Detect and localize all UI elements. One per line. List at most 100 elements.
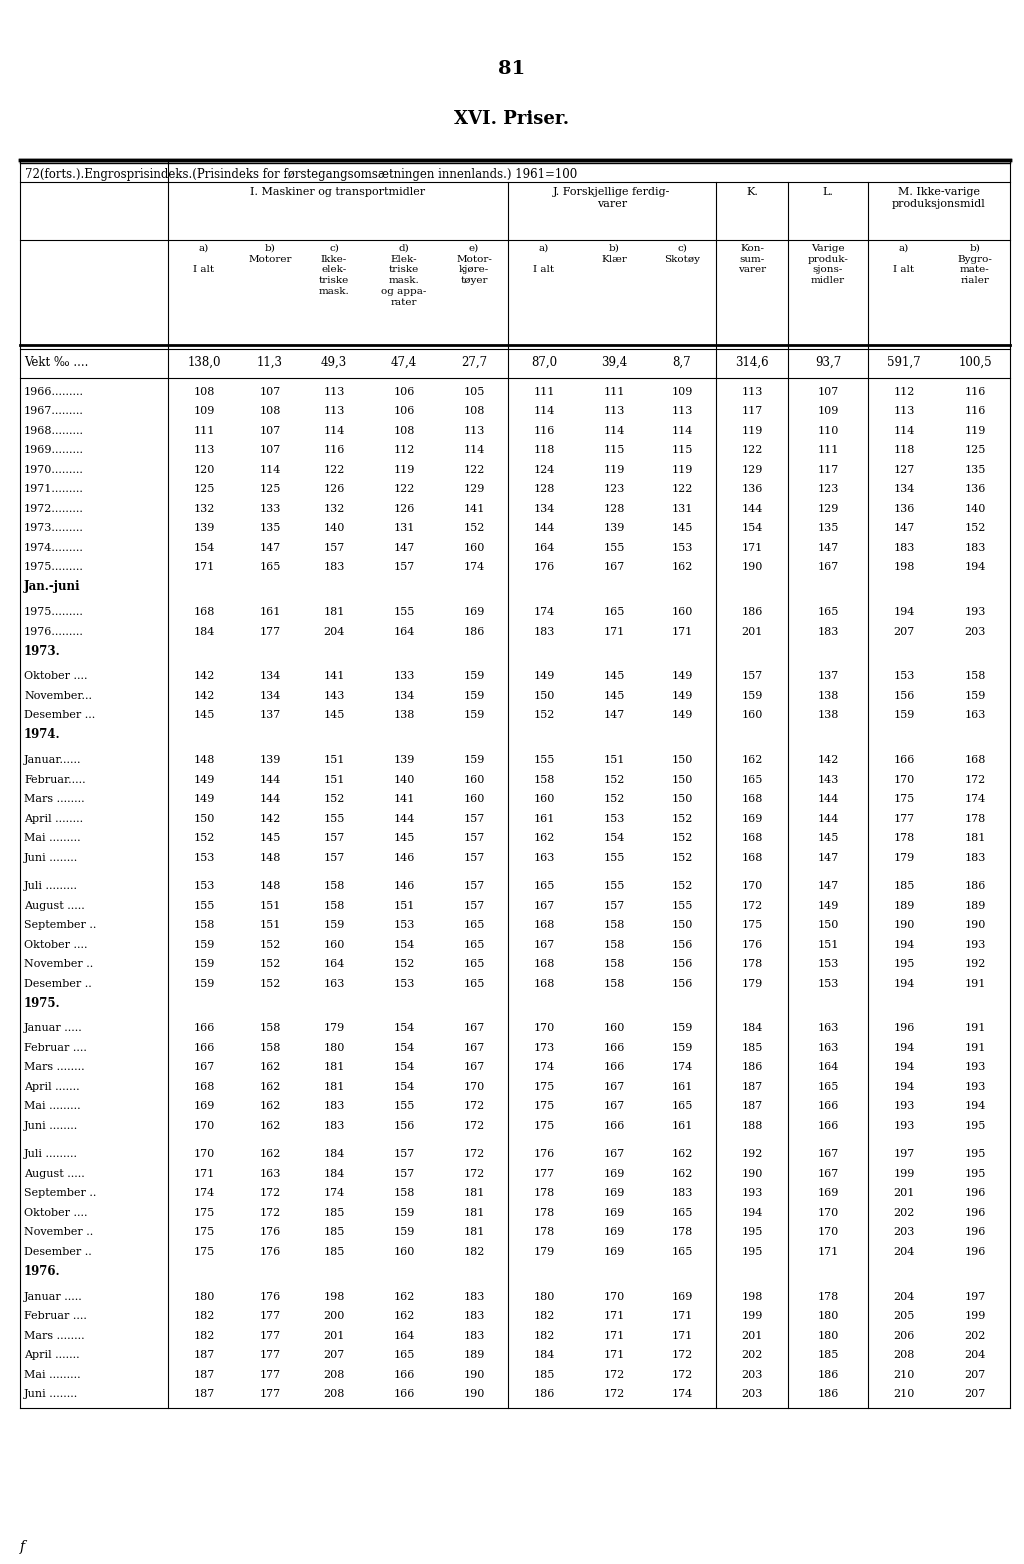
Text: 176: 176: [534, 561, 555, 572]
Text: 147: 147: [893, 524, 914, 533]
Text: 106: 106: [393, 386, 415, 397]
Text: 174: 174: [672, 1389, 692, 1400]
Text: 150: 150: [672, 755, 692, 765]
Text: 153: 153: [393, 979, 415, 988]
Text: 159: 159: [965, 691, 986, 701]
Text: 179: 179: [893, 852, 914, 863]
Text: 163: 163: [324, 979, 345, 988]
Text: 158: 158: [259, 1043, 281, 1053]
Text: 115: 115: [672, 446, 692, 455]
Text: 178: 178: [534, 1228, 555, 1237]
Text: 172: 172: [741, 901, 763, 910]
Text: 176: 176: [534, 1150, 555, 1159]
Text: 167: 167: [817, 561, 839, 572]
Text: 191: 191: [965, 1043, 986, 1053]
Text: 165: 165: [817, 607, 839, 618]
Text: 152: 152: [965, 524, 986, 533]
Text: 157: 157: [393, 561, 415, 572]
Text: 174: 174: [534, 607, 555, 618]
Text: 152: 152: [603, 774, 625, 785]
Text: 166: 166: [393, 1370, 415, 1379]
Text: Oktober ....: Oktober ....: [24, 1207, 87, 1218]
Text: 159: 159: [194, 959, 215, 970]
Text: 170: 170: [817, 1207, 839, 1218]
Text: 170: 170: [534, 1023, 555, 1034]
Text: 126: 126: [324, 485, 345, 494]
Text: Mars ........: Mars ........: [24, 795, 85, 804]
Text: 1974.: 1974.: [24, 729, 60, 741]
Text: 167: 167: [194, 1062, 215, 1073]
Text: 126: 126: [393, 504, 415, 513]
Text: 183: 183: [965, 852, 986, 863]
Text: 134: 134: [393, 691, 415, 701]
Text: 138,0: 138,0: [187, 355, 221, 369]
Text: 188: 188: [741, 1121, 763, 1131]
Text: 175: 175: [194, 1207, 215, 1218]
Text: 169: 169: [603, 1168, 625, 1179]
Text: 163: 163: [259, 1168, 281, 1179]
Text: 113: 113: [672, 407, 692, 416]
Text: 165: 165: [741, 774, 763, 785]
Text: 167: 167: [603, 1150, 625, 1159]
Text: 165: 165: [603, 607, 625, 618]
Text: 203: 203: [741, 1370, 763, 1379]
Text: M. Ikke-varige
produksjonsmidl: M. Ikke-varige produksjonsmidl: [892, 188, 986, 210]
Text: Januar......: Januar......: [24, 755, 82, 765]
Text: 200: 200: [324, 1311, 345, 1322]
Text: 175: 175: [194, 1228, 215, 1237]
Text: J. Forskjellige ferdig-
varer: J. Forskjellige ferdig- varer: [553, 188, 671, 210]
Text: 172: 172: [603, 1389, 625, 1400]
Text: 148: 148: [259, 881, 281, 891]
Text: 177: 177: [259, 1350, 281, 1361]
Text: 152: 152: [259, 959, 281, 970]
Text: 165: 165: [672, 1101, 692, 1112]
Text: Varige
produk-
sjons-
midler: Varige produk- sjons- midler: [808, 244, 849, 285]
Text: 169: 169: [741, 813, 763, 824]
Text: 134: 134: [534, 504, 555, 513]
Text: 176: 176: [259, 1247, 281, 1257]
Text: 153: 153: [194, 881, 215, 891]
Text: 201: 201: [741, 627, 763, 637]
Text: 160: 160: [463, 774, 484, 785]
Text: 157: 157: [464, 881, 484, 891]
Text: 186: 186: [741, 1062, 763, 1073]
Text: 158: 158: [603, 979, 625, 988]
Text: 118: 118: [534, 446, 555, 455]
Text: 175: 175: [534, 1101, 555, 1112]
Text: 172: 172: [464, 1101, 484, 1112]
Text: 108: 108: [463, 407, 484, 416]
Text: 155: 155: [393, 607, 415, 618]
Text: 152: 152: [603, 795, 625, 804]
Text: 175: 175: [534, 1121, 555, 1131]
Text: 183: 183: [672, 1189, 692, 1198]
Text: 156: 156: [393, 1121, 415, 1131]
Text: 107: 107: [259, 386, 281, 397]
Text: 167: 167: [817, 1168, 839, 1179]
Text: 139: 139: [603, 524, 625, 533]
Text: 193: 193: [893, 1121, 914, 1131]
Text: 156: 156: [893, 691, 914, 701]
Text: 159: 159: [393, 1228, 415, 1237]
Text: 115: 115: [603, 446, 625, 455]
Text: 117: 117: [741, 407, 763, 416]
Text: 172: 172: [464, 1168, 484, 1179]
Text: b)
Klær: b) Klær: [601, 244, 627, 264]
Text: 154: 154: [741, 524, 763, 533]
Text: 144: 144: [741, 504, 763, 513]
Text: 151: 151: [324, 774, 345, 785]
Text: 113: 113: [741, 386, 763, 397]
Text: Mars ........: Mars ........: [24, 1331, 85, 1340]
Text: 183: 183: [324, 1121, 345, 1131]
Text: 157: 157: [393, 1150, 415, 1159]
Text: 190: 190: [741, 1168, 763, 1179]
Text: 142: 142: [259, 813, 281, 824]
Text: 145: 145: [817, 834, 839, 843]
Text: 136: 136: [965, 485, 986, 494]
Text: 186: 186: [817, 1389, 839, 1400]
Text: 197: 197: [965, 1292, 986, 1301]
Text: 162: 162: [672, 1150, 692, 1159]
Text: 158: 158: [324, 901, 345, 910]
Text: 178: 178: [534, 1207, 555, 1218]
Text: 119: 119: [741, 425, 763, 436]
Text: 136: 136: [893, 504, 914, 513]
